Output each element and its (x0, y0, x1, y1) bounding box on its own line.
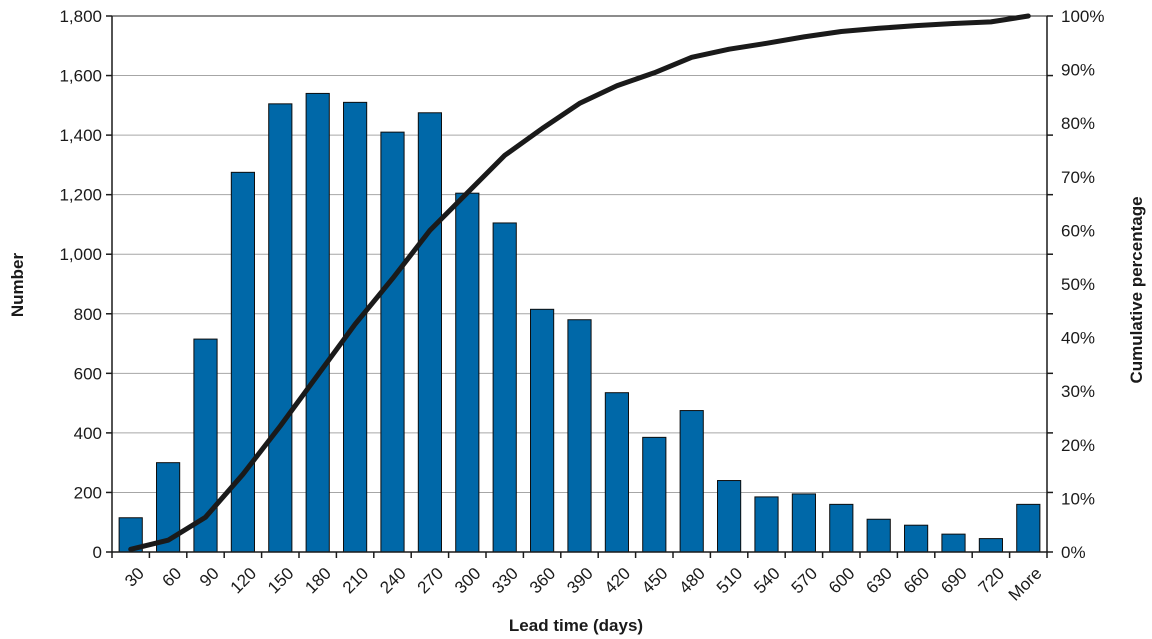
bar (530, 308, 555, 553)
bar (268, 103, 293, 553)
x-tick-label: 540 (750, 564, 783, 597)
bar (904, 524, 929, 553)
right-tick-label: 60% (1061, 221, 1095, 240)
right-tick-label: 10% (1061, 489, 1095, 508)
axes (106, 15, 1053, 558)
x-tick-label: 240 (376, 564, 409, 597)
x-tick-label: 450 (638, 564, 671, 597)
bar (604, 392, 629, 553)
bar (866, 518, 891, 553)
x-tick-label: 60 (159, 564, 186, 591)
bar (642, 436, 667, 553)
x-tick-label: 300 (451, 564, 484, 597)
x-tick-label: More (1005, 564, 1046, 605)
right-tick-label: 30% (1061, 382, 1095, 401)
bar (754, 496, 779, 553)
x-tick-label: 90 (196, 564, 223, 591)
y2-axis-title: Cumulative percentage (1127, 196, 1146, 383)
bar (941, 533, 966, 553)
right-tick-label: 40% (1061, 329, 1095, 348)
bar (791, 493, 816, 553)
x-tick-label: 600 (825, 564, 858, 597)
bar (978, 538, 1003, 553)
right-tick-label: 70% (1061, 168, 1095, 187)
x-tick-label: 120 (227, 564, 260, 597)
x-axis-title: Lead time (days) (509, 616, 643, 635)
x-tick-label: 180 (301, 564, 334, 597)
left-tick-label: 200 (74, 483, 102, 502)
bar (717, 480, 742, 553)
bar (829, 503, 854, 553)
x-tick-label: 360 (526, 564, 559, 597)
left-tick-label: 0 (93, 543, 102, 562)
x-tick-label: 270 (414, 564, 447, 597)
left-tick-label: 1,600 (59, 67, 102, 86)
right-tick-label: 20% (1061, 436, 1095, 455)
cumulative-line-series (128, 13, 1031, 552)
bar (567, 319, 592, 553)
bar (679, 410, 704, 553)
right-tick-label: 90% (1061, 61, 1095, 80)
x-tick-label: 510 (713, 564, 746, 597)
x-axis-ticks: 30 60 90 120 150 180 210 240 270 300 330 360 390 420 4… (121, 564, 1045, 605)
right-tick-label: 0% (1061, 543, 1086, 562)
x-tick-label: 420 (601, 564, 634, 597)
bar-series (118, 92, 1041, 553)
left-tick-label: 1,400 (59, 126, 102, 145)
bar (380, 131, 405, 553)
right-tick-label: 80% (1061, 114, 1095, 133)
bar (230, 171, 255, 553)
bar (305, 92, 330, 553)
y-axis-title: Number (8, 253, 27, 318)
x-tick-label: 210 (339, 564, 372, 597)
right-axis-ticks: 0% 10% 20% 30% 40% 50% 60% 70% 80% 90% 100% (1061, 7, 1104, 562)
x-tick-label: 570 (788, 564, 821, 597)
x-tick-label: 720 (975, 564, 1008, 597)
bar (1016, 503, 1041, 553)
left-tick-label: 600 (74, 364, 102, 383)
bar (417, 112, 442, 553)
x-tick-label: 30 (121, 564, 148, 591)
left-tick-label: 800 (74, 305, 102, 324)
bar (492, 222, 517, 553)
x-tick-label: 660 (900, 564, 933, 597)
right-tick-label: 50% (1061, 275, 1095, 294)
x-tick-label: 150 (264, 564, 297, 597)
cumulative-line (128, 13, 1031, 552)
left-tick-label: 1,800 (59, 7, 102, 26)
left-tick-label: 1,200 (59, 186, 102, 205)
left-tick-label: 400 (74, 424, 102, 443)
bar (455, 192, 480, 553)
x-tick-label: 480 (675, 564, 708, 597)
x-tick-label: 390 (563, 564, 596, 597)
right-tick-label: 100% (1061, 7, 1104, 26)
x-tick-label: 330 (488, 564, 521, 597)
x-tick-label: 630 (862, 564, 895, 597)
left-tick-label: 1,000 (59, 245, 102, 264)
left-axis-ticks: 0 200 400 600 800 1,000 1,200 1,400 1,600 1,800 (59, 7, 102, 562)
x-tick-label: 690 (937, 564, 970, 597)
